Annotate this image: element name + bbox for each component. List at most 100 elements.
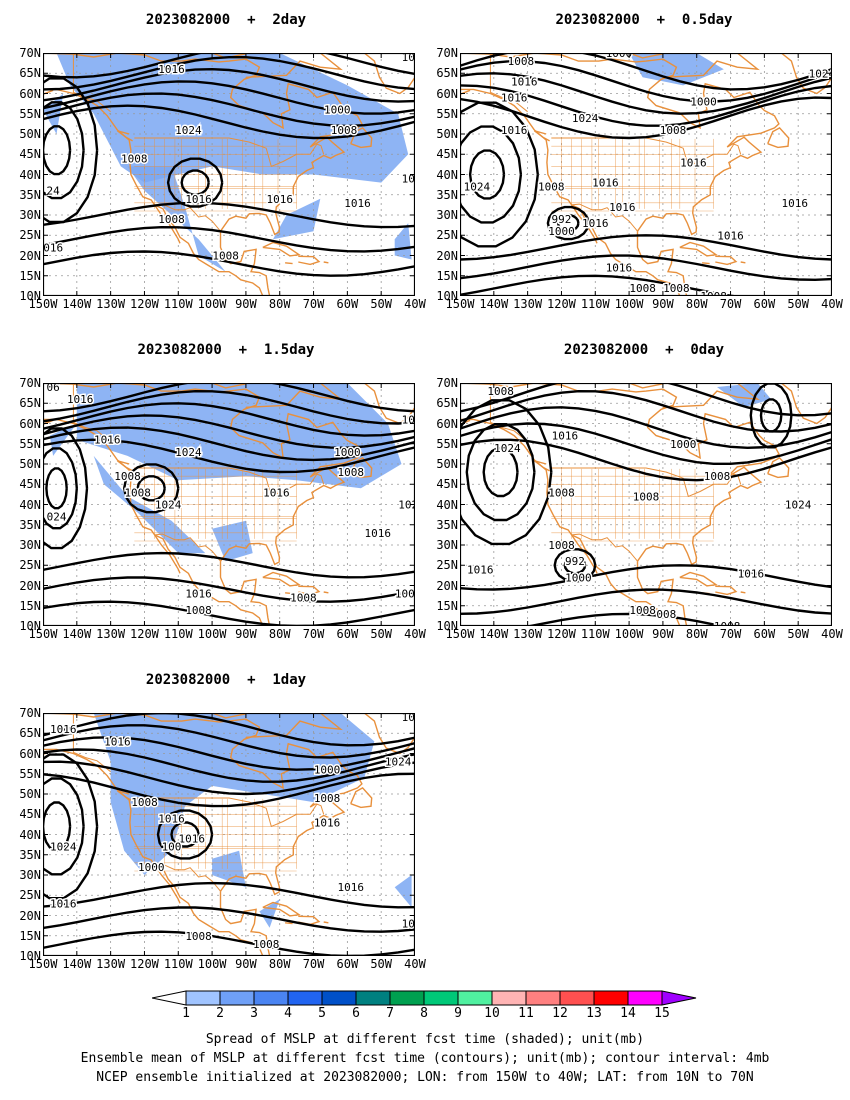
coastline — [298, 585, 321, 596]
lat-label: 50N — [436, 127, 458, 141]
contour-label: 992 — [552, 213, 572, 226]
contour-label: 1008 — [663, 282, 690, 295]
lat-label: 65N — [19, 726, 41, 741]
mslp-contour — [460, 438, 832, 482]
contour-label: 1024 — [464, 181, 491, 194]
mslp-contour — [43, 600, 415, 626]
colorbar-tick: 7 — [386, 1006, 394, 1021]
contour-label: 100 — [162, 841, 182, 854]
mslp-contour — [43, 777, 85, 876]
contour-label: 1000 — [606, 53, 633, 60]
lat-label: 50N — [19, 787, 41, 801]
mslp-contour — [482, 447, 519, 498]
colorbar-swatch — [253, 990, 289, 1006]
mslp-contour — [43, 753, 99, 900]
mslp-contour — [546, 205, 590, 241]
lon-label: 90W — [652, 627, 674, 641]
coastline — [219, 231, 271, 296]
lon-label: 150W — [445, 627, 475, 641]
mslp-contour — [460, 53, 832, 91]
contour-label: 1008 — [714, 620, 741, 626]
contour-label: 100 — [395, 588, 415, 601]
lat-label: 45N — [436, 147, 458, 162]
contour-label: 24 — [47, 185, 61, 198]
coastline — [533, 460, 550, 472]
contour-label: 1016 — [717, 229, 744, 242]
lon-label: 40W — [404, 297, 426, 311]
lat-label: 20N — [436, 578, 458, 593]
lon-label: 60W — [336, 627, 359, 641]
lat-label: 40N — [436, 167, 458, 182]
mslp-contour — [460, 588, 832, 615]
caption-line-3: NCEP ensemble initialized at 2023082000;… — [96, 1070, 754, 1085]
coastline — [285, 922, 293, 925]
coastline — [363, 713, 415, 755]
border — [571, 533, 638, 562]
coastline — [116, 460, 133, 472]
lon-label: 90W — [235, 957, 257, 971]
lon-label: 70W — [719, 297, 742, 311]
lat-label: 20N — [19, 248, 41, 263]
colorbar-swatch — [287, 990, 323, 1006]
colorbar-swatch — [389, 990, 425, 1006]
mslp-contour — [460, 422, 832, 465]
lat-label: 55N — [19, 766, 41, 781]
mslp-contour — [43, 551, 415, 579]
contour-label: 1000 — [690, 96, 717, 109]
mslp-contour — [460, 383, 832, 417]
lat-label: 20N — [436, 248, 458, 263]
contour-label: 1008 — [548, 486, 575, 499]
lon-label: 110W — [580, 627, 610, 641]
lat-label: 10N — [19, 619, 41, 633]
mslp-contour — [136, 475, 166, 502]
lon-label: 130W — [96, 627, 126, 641]
lat-label: 50N — [19, 457, 41, 471]
contour-label: 1016 — [50, 897, 77, 910]
border — [154, 863, 221, 892]
coastline — [262, 241, 301, 257]
lon-label: 70W — [719, 627, 742, 641]
lat-label: 45N — [436, 477, 458, 492]
mslp-contour — [43, 724, 415, 759]
mslp-contour — [460, 125, 523, 224]
lon-label: 60W — [753, 297, 776, 311]
contour-label: 1000 — [324, 104, 351, 117]
mslp-contour — [43, 383, 415, 413]
coastline — [460, 418, 598, 574]
lat-label: 70N — [19, 46, 41, 60]
map-panel-2day: 1016 1000 1008 1024 1008 1016 1016 1016 1008 1008… — [43, 53, 415, 296]
contour-label: 1008 — [131, 796, 158, 809]
colorbar-swatch — [627, 990, 663, 1006]
colorbar-swatch — [219, 990, 255, 1006]
lat-label: 30N — [19, 538, 41, 552]
contour-label: 024 — [47, 511, 67, 524]
contour-label: 1016 — [365, 527, 392, 540]
lon-label: 100W — [614, 297, 644, 311]
contour-label: 1016 — [185, 588, 212, 601]
coastline — [323, 591, 329, 594]
colorbar-tick: 8 — [420, 1006, 428, 1021]
lon-label: 120W — [130, 627, 159, 641]
mslp-contour — [460, 564, 832, 591]
mslp-contour — [43, 67, 415, 103]
map-panel-0.5day: 1000 1008 1016 1016 1024 1000 1024 1008 1016 1016… — [460, 53, 832, 296]
colorbar-tick: 9 — [454, 1006, 462, 1021]
lat-label: 60N — [19, 416, 41, 431]
mslp-contour — [460, 72, 832, 115]
contour-label: 1016 — [592, 177, 619, 190]
spread-area — [273, 198, 321, 240]
coastline — [628, 383, 664, 389]
lat-label: 15N — [19, 928, 41, 943]
spread-area — [629, 53, 724, 86]
coastline — [298, 255, 321, 266]
mslp-contour — [43, 53, 415, 79]
contour-label: 1008 — [185, 930, 212, 943]
contour-label: 1016 — [185, 193, 212, 206]
lat-label: 35N — [436, 187, 458, 202]
lat-label: 15N — [19, 268, 41, 283]
contour-label: 1008 — [185, 604, 212, 617]
mslp-contour — [43, 104, 415, 140]
colorbar-tick: 10 — [484, 1006, 500, 1021]
lat-label: 25N — [436, 558, 458, 573]
colorbar-swatch — [321, 990, 357, 1006]
